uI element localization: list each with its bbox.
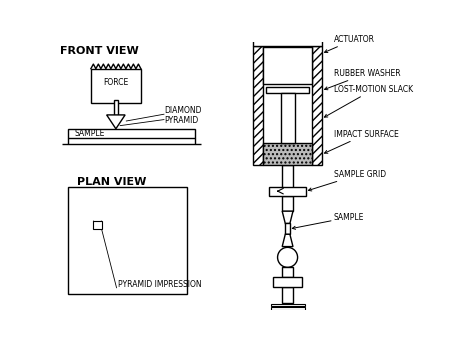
Bar	[282, 165, 293, 188]
Text: PYRAMID IMPRESSION: PYRAMID IMPRESSION	[118, 280, 202, 289]
Text: STRAIN GAUGE LOAD: STRAIN GAUGE LOAD	[0, 347, 1, 348]
Bar	[271, 307, 304, 310]
Bar	[271, 311, 304, 314]
Text: DIAMOND
PYRAMID: DIAMOND PYRAMID	[164, 106, 202, 125]
Text: LOST-MOTION SLACK: LOST-MOTION SLACK	[324, 85, 413, 117]
Bar	[267, 319, 308, 334]
Polygon shape	[282, 234, 293, 247]
Text: FRONT VIEW: FRONT VIEW	[60, 46, 138, 56]
Bar	[253, 46, 263, 165]
Bar	[263, 47, 312, 84]
Bar	[281, 93, 294, 143]
Bar	[266, 87, 309, 93]
Bar	[114, 100, 118, 119]
Bar	[68, 129, 195, 138]
Text: SAMPLE: SAMPLE	[292, 213, 364, 229]
Bar	[91, 69, 141, 103]
Polygon shape	[107, 115, 125, 129]
Bar	[93, 221, 101, 229]
Bar	[267, 313, 308, 316]
Bar	[263, 143, 312, 165]
Bar	[271, 303, 304, 306]
Text: IMPACT SURFACE: IMPACT SURFACE	[325, 130, 399, 153]
Text: SAMPLE: SAMPLE	[74, 129, 105, 138]
Text: ACTUATOR: ACTUATOR	[325, 35, 375, 53]
Text: PLAN VIEW: PLAN VIEW	[77, 176, 147, 187]
Bar	[253, 38, 322, 46]
Bar	[282, 267, 293, 277]
Bar	[269, 187, 306, 196]
Bar	[282, 196, 293, 211]
Text: RUBBER WASHER: RUBBER WASHER	[325, 69, 401, 90]
Text: FORCE: FORCE	[103, 78, 128, 87]
Polygon shape	[282, 211, 293, 223]
Text: PIEZOELECTRIC LOAD: PIEZOELECTRIC LOAD	[0, 347, 1, 348]
Bar	[312, 46, 322, 165]
Circle shape	[278, 247, 298, 267]
Bar	[68, 187, 188, 294]
Bar	[285, 223, 290, 234]
Bar	[282, 287, 293, 303]
Bar	[273, 277, 302, 287]
Text: SAMPLE GRID: SAMPLE GRID	[309, 170, 386, 191]
